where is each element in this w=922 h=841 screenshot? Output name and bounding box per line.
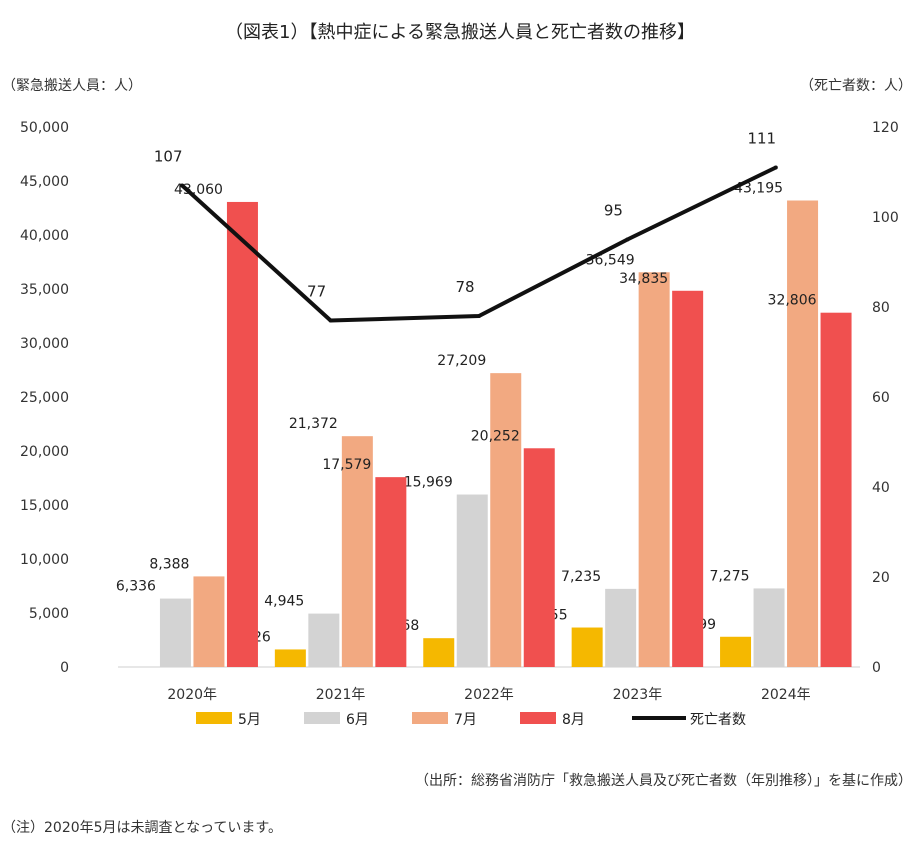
left-tick-label: 30,000 xyxy=(20,336,69,352)
bar xyxy=(571,627,603,667)
bar-value-label: 15,969 xyxy=(404,475,453,491)
left-tick-label: 20,000 xyxy=(20,444,69,460)
bar xyxy=(672,290,704,667)
bar-value-label: 32,806 xyxy=(768,293,817,309)
death-point xyxy=(328,318,333,323)
bar-value-label: 7,275 xyxy=(709,568,749,584)
legend: 5月 6月 7月 8月 死亡者数 xyxy=(196,712,746,728)
left-tick-label: 0 xyxy=(60,660,69,676)
death-value-label: 78 xyxy=(455,278,474,296)
right-tick-label: 80 xyxy=(872,300,890,316)
right-axis-label: （死亡者数：人） xyxy=(800,78,912,94)
bar xyxy=(720,636,752,667)
death-point xyxy=(180,183,185,188)
bar xyxy=(226,201,258,667)
death-value-label: 95 xyxy=(604,202,623,220)
bar xyxy=(308,613,340,667)
chart-title: （図表1）【熱中症による緊急搬送人員と死亡者数の推移】 xyxy=(225,22,695,43)
death-value-label: 107 xyxy=(154,148,183,166)
legend-label: 死亡者数 xyxy=(690,712,746,728)
bar-value-label: 4,945 xyxy=(264,594,304,610)
x-tick-label: 2020年 xyxy=(167,687,217,703)
left-tick-label: 15,000 xyxy=(20,498,69,514)
bar xyxy=(820,312,852,667)
chart-marks: 0 5,000 10,000 15,000 20,000 25,000 30,000 35,0… xyxy=(20,120,899,703)
bar xyxy=(605,588,637,667)
legend-label: 8月 xyxy=(562,712,585,728)
x-tick-label: 2024年 xyxy=(761,687,811,703)
bar-value-label: 27,209 xyxy=(437,353,486,369)
bar xyxy=(375,477,407,667)
left-tick-label: 50,000 xyxy=(20,120,69,136)
bar xyxy=(159,598,191,667)
legend-label: 5月 xyxy=(238,712,261,728)
bar-value-label: 21,372 xyxy=(289,416,338,432)
bar-value-label: 6,336 xyxy=(116,579,156,595)
right-tick-label: 120 xyxy=(872,120,899,136)
bar-value-label: 20,252 xyxy=(471,428,520,444)
bar xyxy=(274,649,306,667)
bar xyxy=(638,272,670,667)
bar-value-label: 43,195 xyxy=(734,180,783,196)
legend-swatch xyxy=(196,712,232,724)
source-note: （出所：総務省消防庁「救急搬送人員及び死亡者数（年別推移）」を基に作成） xyxy=(415,772,912,789)
bar xyxy=(193,576,225,667)
bar xyxy=(341,436,373,667)
bar-value-label: 7,235 xyxy=(561,569,601,585)
death-point xyxy=(625,237,630,242)
bar-value-label: 43,060 xyxy=(174,182,223,198)
bar xyxy=(787,200,819,667)
death-point xyxy=(773,165,778,170)
bar xyxy=(753,588,785,667)
legend-label: 6月 xyxy=(346,712,369,728)
bar xyxy=(423,638,455,667)
left-tick-label: 25,000 xyxy=(20,390,69,406)
death-value-label: 77 xyxy=(307,283,326,301)
bar xyxy=(456,494,488,667)
right-tick-label: 40 xyxy=(872,480,890,496)
left-tick-label: 45,000 xyxy=(20,174,69,190)
legend-label: 7月 xyxy=(454,712,477,728)
legend-swatch xyxy=(304,712,340,724)
bar xyxy=(523,448,555,667)
left-axis-label: （緊急搬送人員：人） xyxy=(2,78,142,94)
right-tick-label: 60 xyxy=(872,390,890,406)
x-tick-label: 2023年 xyxy=(613,687,663,703)
left-tick-label: 35,000 xyxy=(20,282,69,298)
right-tick-label: 0 xyxy=(872,660,881,676)
x-tick-label: 2022年 xyxy=(464,687,514,703)
right-tick-label: 100 xyxy=(872,210,899,226)
bar-value-label: 17,579 xyxy=(322,457,371,473)
bar-value-label: 36,549 xyxy=(586,252,635,268)
x-tick-label: 2021年 xyxy=(316,687,366,703)
left-tick-label: 5,000 xyxy=(29,606,69,622)
left-tick-label: 40,000 xyxy=(20,228,69,244)
legend-swatch xyxy=(412,712,448,724)
right-tick-label: 20 xyxy=(872,570,890,586)
bar-value-label: 8,388 xyxy=(149,556,189,572)
death-point xyxy=(477,314,481,318)
left-tick-label: 10,000 xyxy=(20,552,69,568)
bar xyxy=(490,373,522,667)
bar-value-label: 34,835 xyxy=(619,271,668,287)
death-value-label: 111 xyxy=(747,130,776,148)
footnote: （注）2020年5月は未調査となっています。 xyxy=(2,820,282,836)
legend-swatch xyxy=(520,712,556,724)
